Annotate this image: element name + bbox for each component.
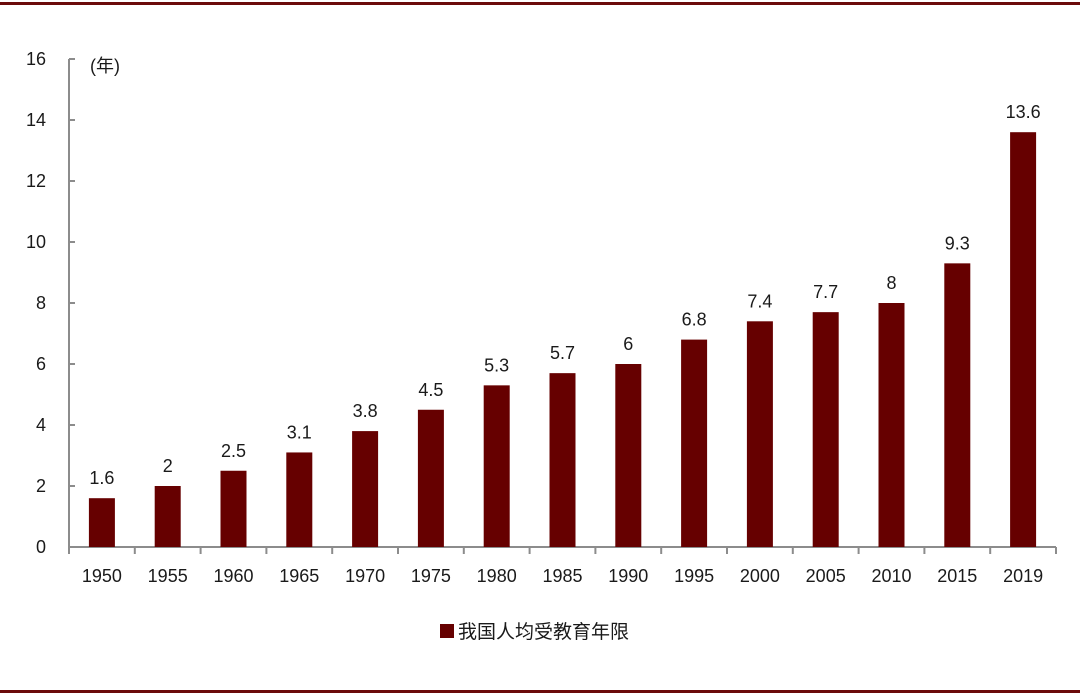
data-label: 6 bbox=[623, 334, 633, 354]
x-tick-label: 1980 bbox=[477, 566, 517, 586]
y-tick-label: 10 bbox=[26, 232, 46, 252]
data-label: 8 bbox=[886, 273, 896, 293]
data-label: 6.8 bbox=[682, 310, 707, 330]
x-tick-label: 1975 bbox=[411, 566, 451, 586]
bar bbox=[88, 498, 115, 547]
legend: 我国人均受教育年限 bbox=[440, 617, 629, 644]
bar bbox=[746, 321, 773, 547]
bar bbox=[220, 470, 247, 547]
data-label: 3.1 bbox=[287, 422, 312, 442]
bar bbox=[1010, 132, 1037, 547]
data-label: 4.5 bbox=[418, 380, 443, 400]
y-axis: 0 2 4 6 8 10 12 14 16 bbox=[26, 49, 75, 557]
x-tick-label: 1950 bbox=[82, 566, 122, 586]
data-label: 5.7 bbox=[550, 343, 575, 363]
data-label: 7.4 bbox=[747, 291, 772, 311]
top-rule bbox=[0, 2, 1080, 5]
bar bbox=[944, 263, 971, 547]
legend-swatch bbox=[440, 623, 454, 638]
y-tick-label: 6 bbox=[36, 354, 46, 374]
x-tick-label: 1970 bbox=[345, 566, 385, 586]
y-tick-label: 4 bbox=[36, 415, 46, 435]
x-tick-label: 1965 bbox=[279, 566, 319, 586]
y-tick-label: 2 bbox=[36, 476, 46, 496]
y-tick-label: 16 bbox=[26, 49, 46, 69]
x-tick-label: 1955 bbox=[148, 566, 188, 586]
y-tick-label: 14 bbox=[26, 110, 46, 130]
x-tick-label: 2019 bbox=[1003, 566, 1043, 586]
y-axis-unit-label: (年) bbox=[90, 56, 120, 76]
bar bbox=[154, 486, 181, 547]
x-tick-label: 1990 bbox=[608, 566, 648, 586]
x-tick-label: 2000 bbox=[740, 566, 780, 586]
data-label: 13.6 bbox=[1006, 102, 1041, 122]
bar bbox=[352, 431, 379, 547]
y-tick-label: 0 bbox=[36, 537, 46, 557]
legend-label: 我国人均受教育年限 bbox=[458, 621, 630, 643]
x-tick-label: 2005 bbox=[806, 566, 846, 586]
bar bbox=[615, 364, 642, 547]
bar bbox=[286, 452, 313, 547]
bar bbox=[483, 385, 510, 547]
x-tick-label: 1960 bbox=[213, 566, 253, 586]
x-tick-label: 2010 bbox=[871, 566, 911, 586]
data-label: 9.3 bbox=[945, 233, 970, 253]
data-label: 5.3 bbox=[484, 355, 509, 375]
bar bbox=[812, 312, 839, 547]
data-label: 1.6 bbox=[89, 468, 114, 488]
y-tick-label: 12 bbox=[26, 171, 46, 191]
data-label: 7.7 bbox=[813, 282, 838, 302]
data-label: 2.5 bbox=[221, 441, 246, 461]
x-tick-label: 1995 bbox=[674, 566, 714, 586]
y-tick-label: 8 bbox=[36, 293, 46, 313]
bar bbox=[681, 339, 708, 547]
bars: 1.6 2 2.5 3.1 3.8 4.5 5.3 5.7 6 6.8 7.4 7.7 8 9.3 13.6 bbox=[88, 102, 1041, 547]
data-label: 2 bbox=[163, 456, 173, 476]
x-tick-label: 1985 bbox=[542, 566, 582, 586]
x-axis: 1950 1955 1960 1965 1970 1975 1980 1985 1990 1995… bbox=[68, 546, 1057, 586]
x-tick-label: 2015 bbox=[937, 566, 977, 586]
bottom-rule bbox=[0, 690, 1080, 693]
bar bbox=[878, 303, 905, 547]
data-label: 3.8 bbox=[353, 401, 378, 421]
bar bbox=[417, 409, 444, 547]
bar bbox=[549, 373, 576, 547]
